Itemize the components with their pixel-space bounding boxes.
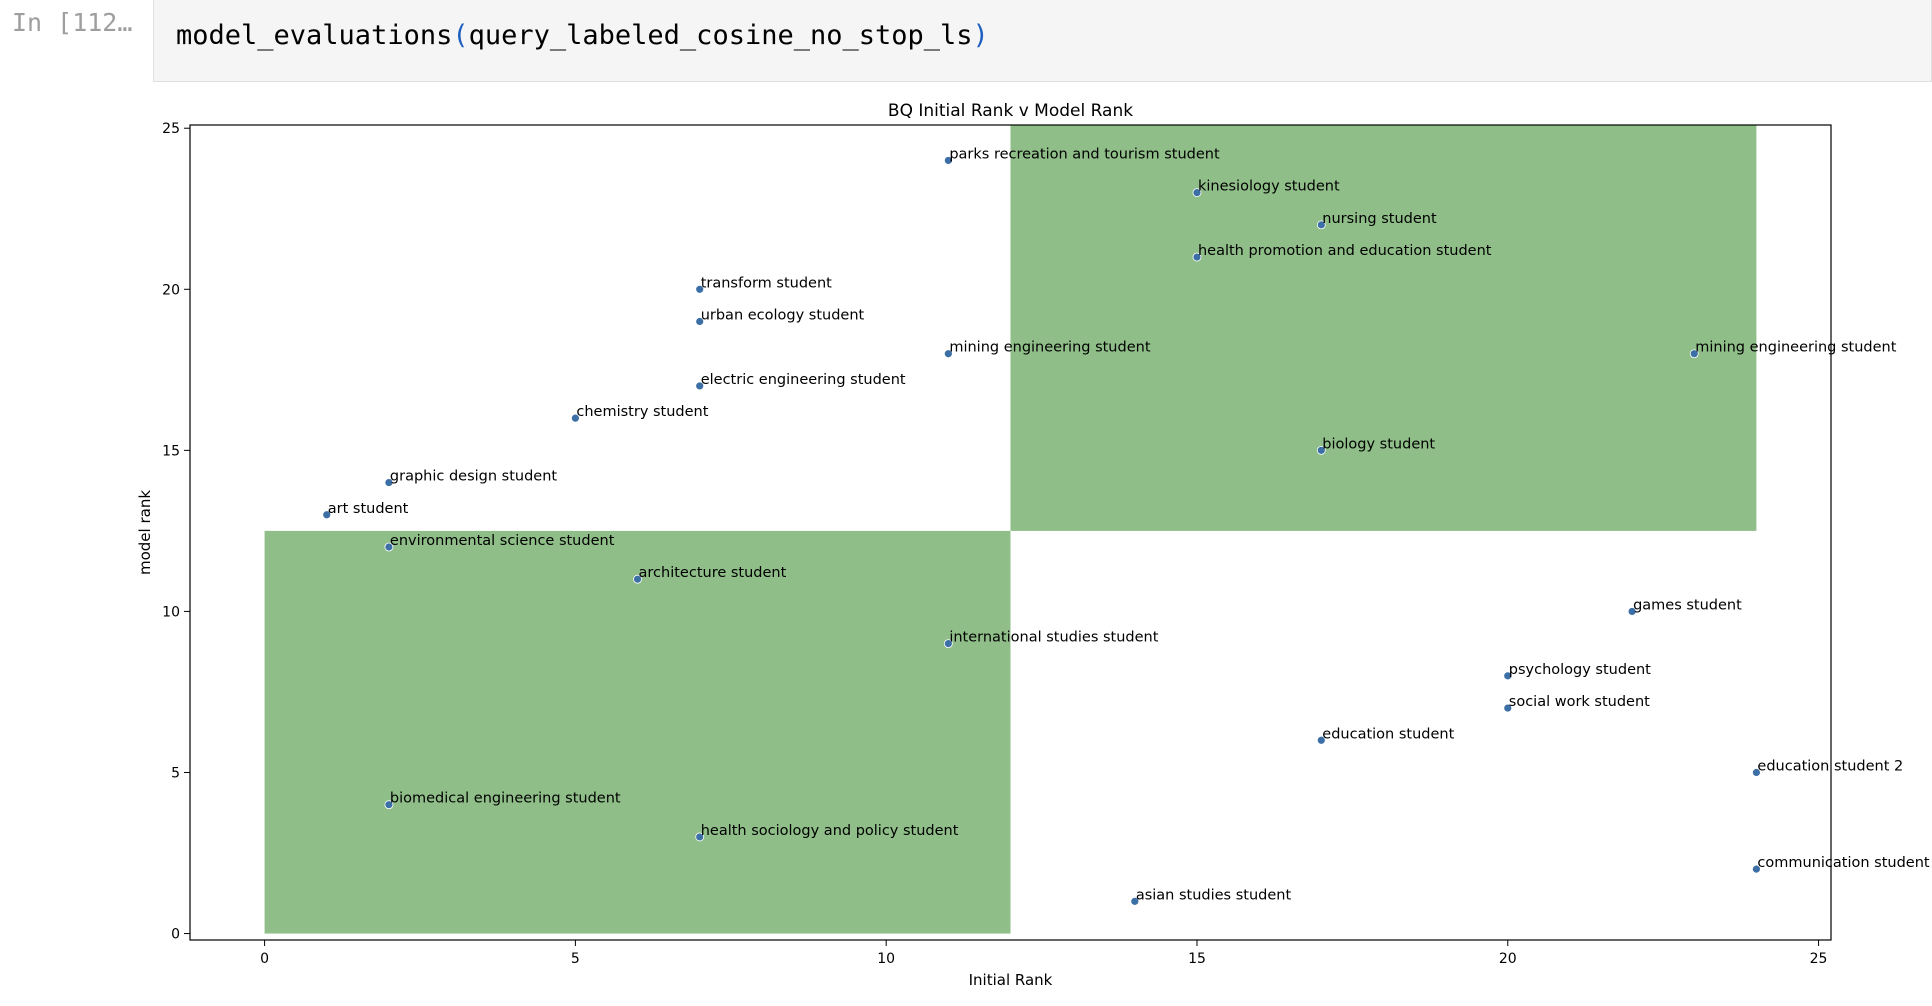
point-label: mining engineering student — [949, 340, 1150, 356]
code-function-name: model_evaluations — [176, 20, 453, 51]
point-label: nursing student — [1322, 211, 1437, 227]
data-point — [1192, 252, 1202, 262]
highlight-regions — [264, 125, 1757, 934]
cell-prompt: In [112… — [12, 8, 133, 37]
point-label: environmental science student — [390, 533, 615, 549]
point-label: international studies student — [949, 630, 1158, 646]
point-label: urban ecology student — [701, 308, 865, 324]
data-point — [1192, 188, 1202, 198]
point-label: psychology student — [1509, 662, 1651, 678]
data-point — [1689, 349, 1699, 359]
x-axis-ticks: 0 5 10 15 20 25 — [260, 940, 1827, 967]
highlight-region-1 — [264, 530, 1011, 934]
data-point — [384, 478, 394, 487]
point-label: education student — [1322, 726, 1454, 742]
data-point — [322, 510, 332, 520]
code-line[interactable]: model_evaluations(query_labeled_cosine_n… — [176, 20, 989, 51]
data-point — [1503, 671, 1513, 681]
point-label: health promotion and education student — [1198, 243, 1492, 259]
point-labels: parks recreation and tourism student kine… — [328, 146, 1930, 903]
data-point — [1752, 768, 1761, 777]
highlight-region-2 — [1010, 125, 1757, 531]
point-label: transform student — [701, 275, 832, 291]
data-points — [322, 156, 1761, 906]
y-tick-label: 5 — [171, 765, 180, 781]
point-label: electric engineering student — [701, 372, 906, 388]
data-point — [943, 156, 953, 165]
data-point — [695, 832, 705, 842]
data-point — [1627, 607, 1637, 616]
point-label: kinesiology student — [1198, 179, 1340, 195]
data-point — [570, 413, 580, 423]
point-label: health sociology and policy student — [701, 823, 959, 839]
chart-title: BQ Initial Rank v Model Rank — [888, 101, 1133, 121]
point-label: asian studies student — [1136, 887, 1292, 903]
y-axis-label: model rank — [136, 490, 154, 575]
point-label: parks recreation and tourism student — [949, 146, 1220, 162]
point-label: biology student — [1322, 436, 1435, 452]
data-point — [1316, 445, 1326, 455]
code-input-area[interactable] — [153, 0, 1932, 82]
point-label: biomedical engineering student — [390, 791, 621, 807]
x-tick-label: 20 — [1499, 951, 1517, 967]
cell-output: 0 5 10 15 20 25 0 5 10 15 20 25 parks recreation a… — [135, 96, 1932, 1002]
x-tick-label: 10 — [877, 951, 895, 967]
y-tick-label: 25 — [162, 121, 180, 137]
y-tick-label: 20 — [162, 282, 180, 298]
code-close-paren: ) — [972, 20, 989, 51]
y-tick-label: 0 — [171, 927, 180, 943]
x-tick-label: 25 — [1810, 951, 1828, 967]
point-label: education student 2 — [1757, 758, 1903, 774]
point-label: social work student — [1509, 694, 1650, 710]
point-label: architecture student — [639, 565, 787, 581]
y-tick-label: 10 — [162, 604, 180, 620]
x-tick-label: 5 — [571, 951, 580, 967]
code-argument: query_labeled_cosine_no_stop_ls — [468, 20, 973, 51]
point-label: communication student — [1757, 855, 1929, 871]
data-point — [943, 639, 953, 649]
data-point — [1752, 864, 1761, 874]
data-point — [695, 284, 705, 294]
x-axis-label: Initial Rank — [969, 971, 1053, 989]
point-label: games student — [1633, 597, 1742, 613]
y-axis-ticks: 0 5 10 15 20 25 — [162, 121, 190, 943]
code-open-paren: ( — [452, 20, 469, 51]
point-label: art student — [328, 501, 409, 517]
data-point — [695, 317, 705, 326]
x-tick-label: 15 — [1188, 951, 1206, 967]
point-label: mining engineering student — [1695, 340, 1896, 356]
data-point — [1503, 703, 1513, 713]
point-label: graphic design student — [390, 469, 558, 485]
scatter-chart: 0 5 10 15 20 25 0 5 10 15 20 25 parks recreation a… — [136, 101, 1930, 989]
data-point — [633, 574, 642, 584]
y-tick-label: 15 — [162, 443, 180, 459]
data-point — [384, 542, 394, 552]
x-tick-label: 0 — [260, 951, 269, 967]
data-point — [943, 349, 953, 359]
point-label: chemistry student — [576, 404, 708, 420]
plot-frame — [189, 124, 1832, 941]
data-point — [384, 800, 394, 810]
data-point — [1130, 896, 1140, 906]
data-point — [1316, 220, 1326, 230]
data-point — [695, 381, 705, 391]
data-point — [1316, 735, 1326, 745]
